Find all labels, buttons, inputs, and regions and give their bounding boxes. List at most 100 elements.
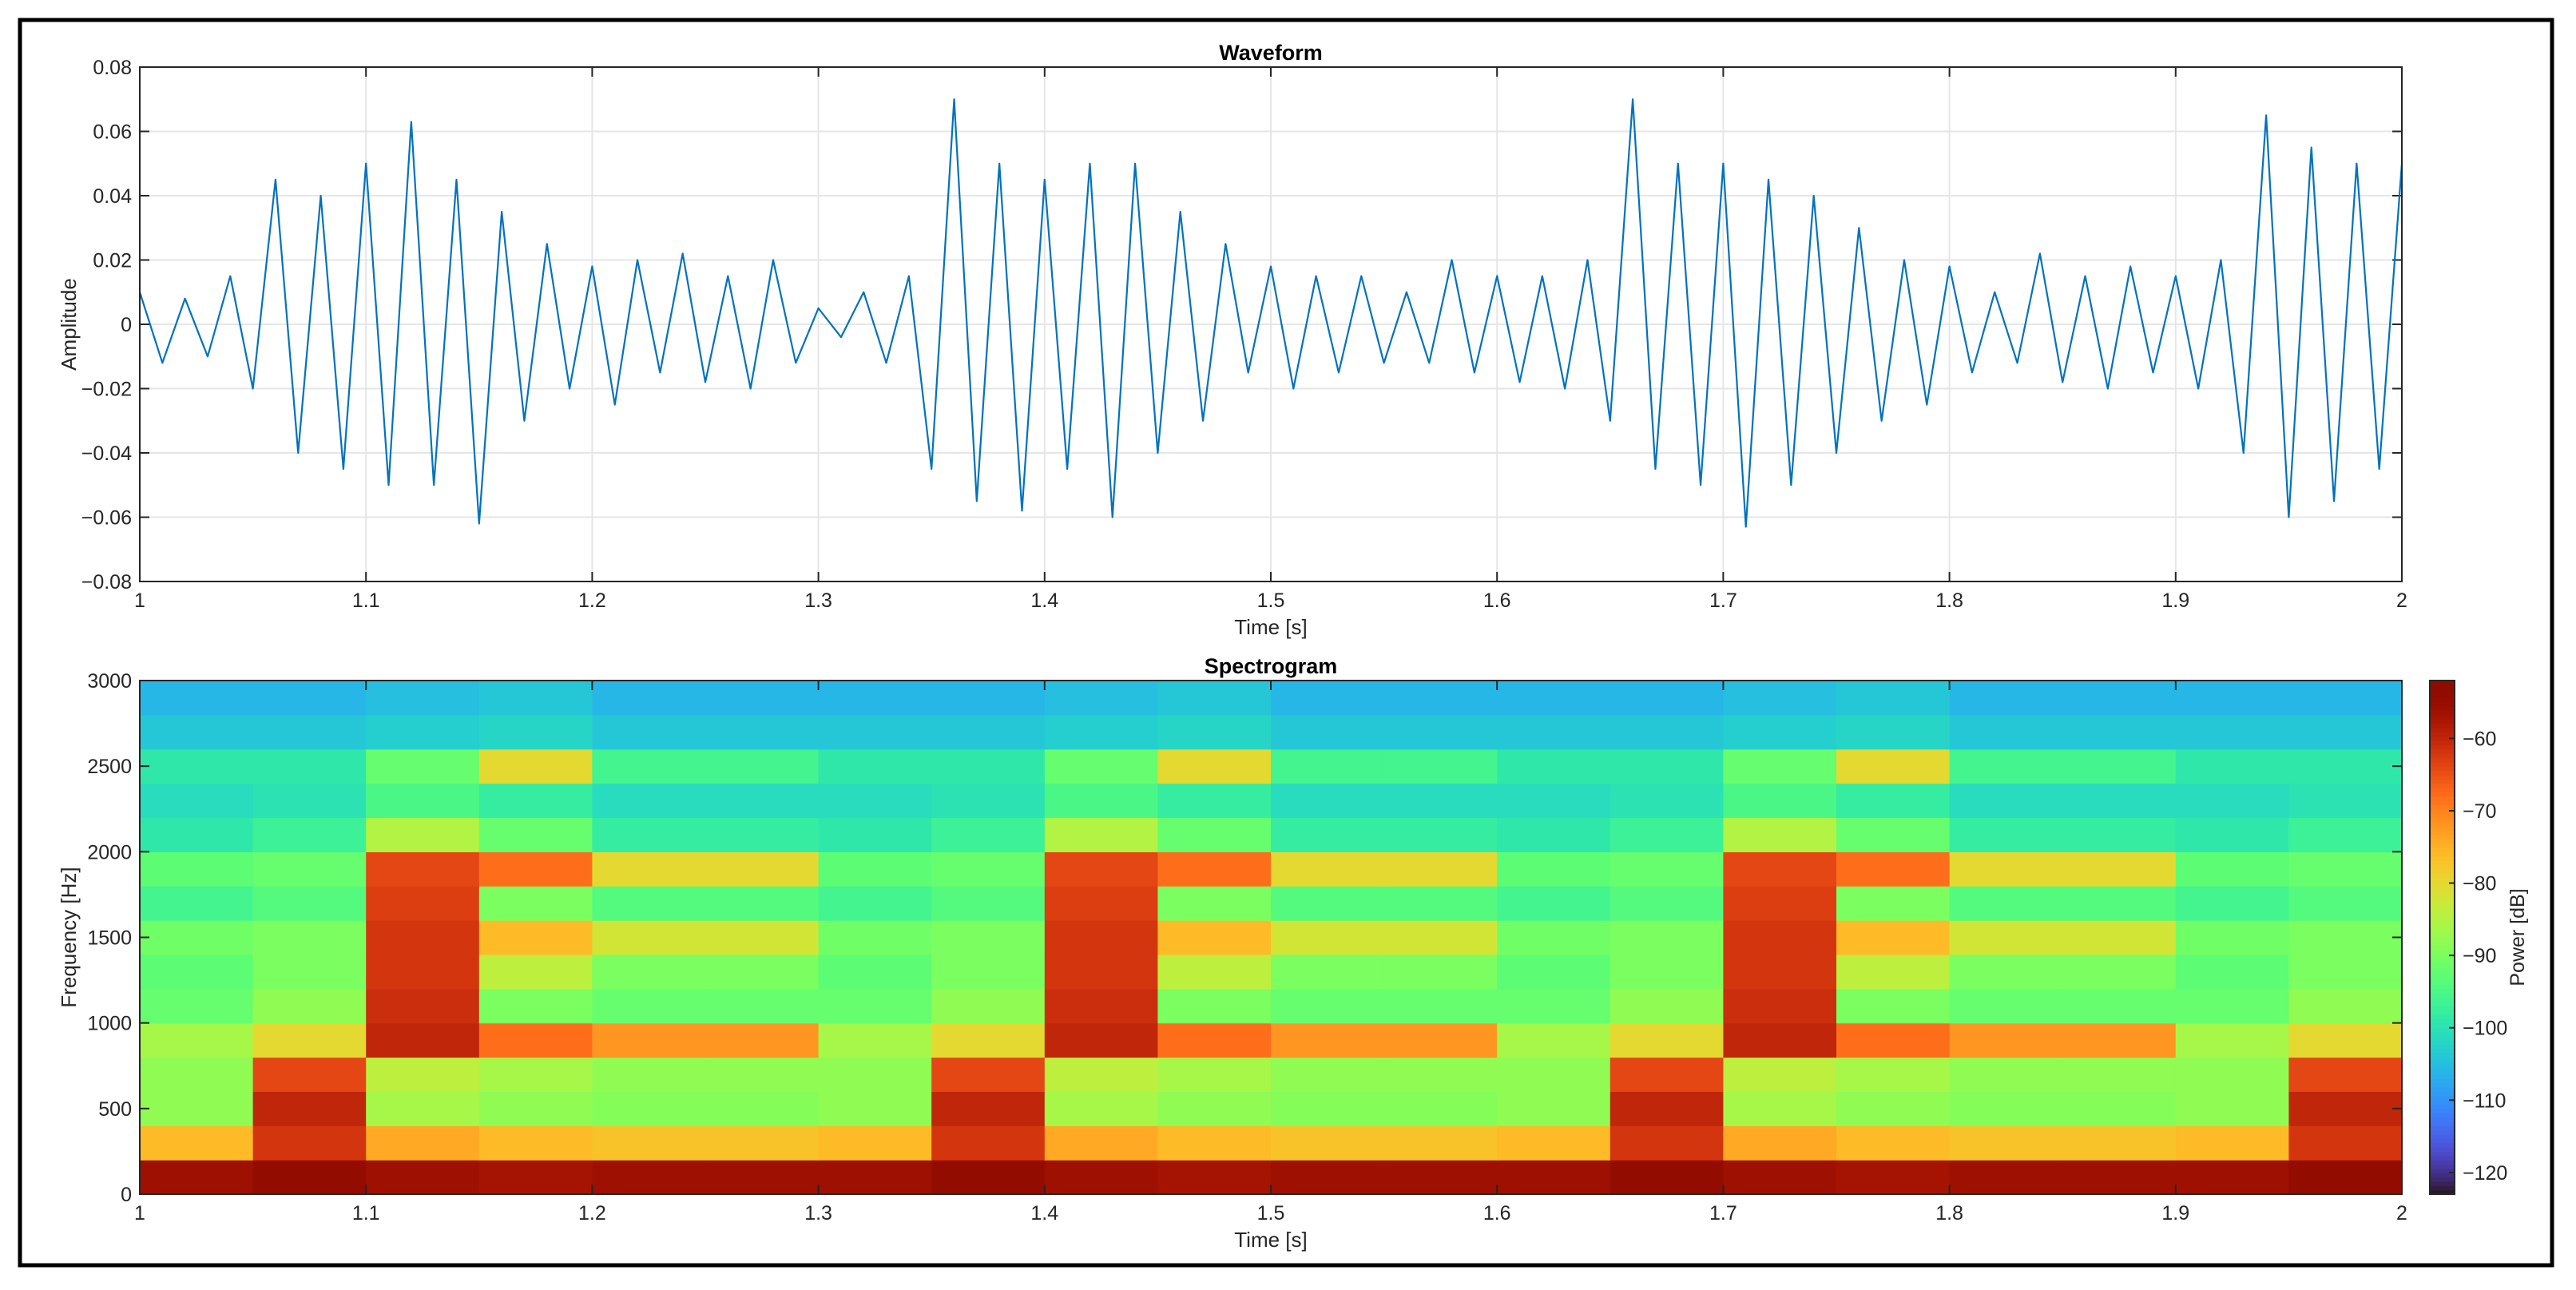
heatmap-cell [1723, 886, 1837, 921]
colorbar-slice [2430, 864, 2455, 870]
colorbar-slice [2430, 813, 2455, 819]
heatmap-cell [1271, 954, 1385, 990]
heatmap-cell [140, 954, 254, 990]
colorbar-slice [2430, 736, 2455, 741]
heatmap-cell [2288, 886, 2403, 921]
heatmap-cell [1497, 817, 1611, 852]
heatmap-cell [1610, 1125, 1724, 1161]
heatmap-cell [140, 783, 254, 819]
heatmap-cell [1497, 1022, 1611, 1058]
x-tick-label: 1.4 [1030, 1202, 1058, 1225]
colorbar-slice [2430, 710, 2455, 716]
heatmap-cell [1497, 886, 1611, 921]
heatmap-cell [1949, 1160, 2063, 1195]
heatmap-cell [2175, 954, 2289, 990]
heatmap-cell [1836, 886, 1951, 921]
colorbar-slice [2430, 1108, 2455, 1113]
heatmap-cell [252, 783, 367, 819]
y-tick-label: 1500 [87, 927, 132, 950]
heatmap-cell [818, 851, 932, 887]
heatmap-cell [705, 1022, 820, 1058]
x-axis-label: Time [s] [1234, 1228, 1307, 1252]
heatmap-cell [1383, 681, 1498, 716]
heatmap-cell [2062, 817, 2177, 852]
heatmap-cell [1383, 714, 1498, 750]
heatmap-cell [592, 1125, 706, 1161]
colorbar-slice [2430, 727, 2455, 732]
heatmap-cell [1271, 1160, 1385, 1195]
x-tick-label: 1.7 [1709, 589, 1737, 612]
colorbar-slice [2430, 1027, 2455, 1032]
heatmap-cell [2288, 1125, 2403, 1161]
heatmap-cell [1610, 748, 1724, 784]
colorbar-tick-label: −120 [2463, 1162, 2507, 1185]
heatmap-cell [1271, 783, 1385, 819]
x-tick-label: 1 [134, 1202, 145, 1225]
colorbar-slice [2430, 1087, 2455, 1092]
colorbar-slice [2430, 911, 2455, 917]
heatmap-cell [2288, 988, 2403, 1024]
heatmap-cell [1723, 954, 1837, 990]
heatmap-cell [252, 851, 367, 887]
heatmap-cell [478, 886, 593, 921]
heatmap-cell [1044, 1160, 1158, 1195]
colorbar-slice [2430, 860, 2455, 866]
heatmap-cell [140, 714, 254, 750]
heatmap-cell [705, 1057, 820, 1092]
colorbar-slice [2430, 681, 2455, 685]
heatmap-cell [478, 1125, 593, 1161]
colorbar-slice [2430, 732, 2455, 737]
colorbar-slice [2430, 933, 2455, 939]
colorbar-slice [2430, 899, 2455, 904]
colorbar-slice [2430, 1061, 2455, 1066]
heatmap-cell [1044, 681, 1158, 716]
heatmap-cell [931, 1091, 1046, 1126]
heatmap-cell [366, 954, 480, 990]
heatmap-cell [140, 1057, 254, 1092]
heatmap-cell [1271, 748, 1385, 784]
colorbar-slice [2430, 1018, 2455, 1024]
heatmap-cell [252, 920, 367, 955]
colorbar-slice [2430, 1151, 2455, 1157]
colorbar-slice [2430, 826, 2455, 832]
heatmap-cell [1271, 886, 1385, 921]
heatmap-cell [1610, 851, 1724, 887]
heatmap-cell [2062, 714, 2177, 750]
heatmap-cell [1723, 714, 1837, 750]
colorbar-slice [2430, 748, 2455, 754]
heatmap-cell [366, 851, 480, 887]
colorbar-slice [2430, 723, 2455, 728]
colorbar-slice [2430, 719, 2455, 724]
heatmap-cell [1949, 748, 2063, 784]
heatmap-cell [931, 886, 1046, 921]
colorbar-slice [2430, 770, 2455, 776]
x-tick-label: 1.9 [2161, 589, 2189, 612]
heatmap-cell [1497, 954, 1611, 990]
x-tick-label: 1 [134, 589, 145, 612]
heatmap-cell [818, 886, 932, 921]
chart-title: Waveform [1219, 41, 1323, 65]
heatmap-cell [1610, 1022, 1724, 1058]
y-tick-label: 0.08 [93, 57, 132, 79]
colorbar-slice [2430, 1121, 2455, 1126]
colorbar-slice [2430, 783, 2455, 788]
colorbar-slice [2430, 851, 2455, 857]
heatmap-cell [931, 1022, 1046, 1058]
colorbar-slice [2430, 847, 2455, 852]
y-axis-label: Amplitude [57, 278, 81, 371]
heatmap-cell [2175, 1022, 2289, 1058]
heatmap-cell [705, 681, 820, 716]
heatmap-cell [1383, 886, 1498, 921]
heatmap-cell [2175, 714, 2289, 750]
heatmap-cell [2288, 954, 2403, 990]
x-tick-label: 2 [2396, 589, 2407, 612]
colorbar-box [2429, 680, 2455, 1195]
colorbar-slice [2430, 881, 2455, 887]
heatmap-cell [366, 1160, 480, 1195]
colorbar-slice [2430, 1129, 2455, 1135]
heatmap-cell [1044, 1091, 1158, 1126]
heatmap-cell [2288, 851, 2403, 887]
heatmap-cell [2288, 920, 2403, 955]
y-tick-label: 2500 [87, 756, 132, 778]
axes-box [139, 66, 2403, 582]
